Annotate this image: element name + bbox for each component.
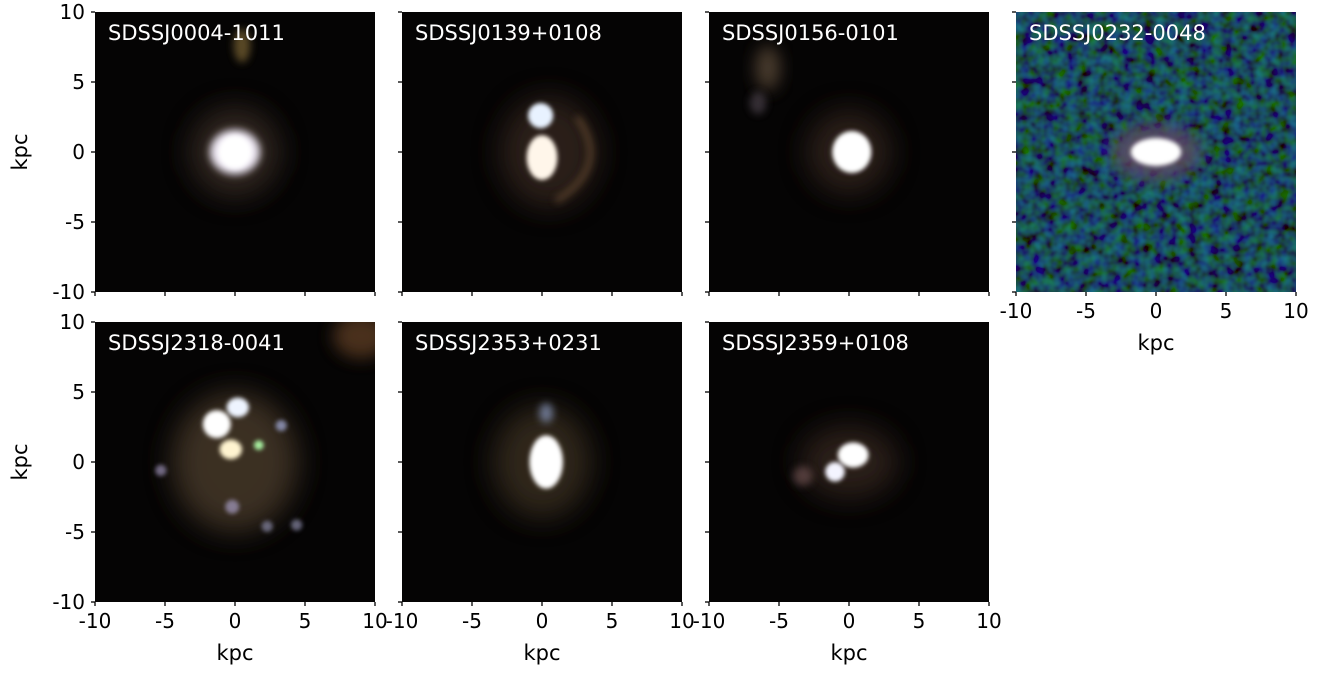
x-tick-label: 10 bbox=[669, 609, 694, 633]
x-tick-label: 5 bbox=[606, 609, 619, 633]
x-tick-label: 0 bbox=[1150, 299, 1163, 323]
panel-title: SDSSJ0139+0108 bbox=[415, 21, 602, 45]
y-tick-label: -5 bbox=[65, 210, 85, 234]
y-tick-label: -5 bbox=[65, 520, 85, 544]
x-tick-label: -10 bbox=[693, 609, 726, 633]
x-tick-label: 10 bbox=[976, 609, 1001, 633]
x-tick-label: -5 bbox=[462, 609, 482, 633]
panel-title: SDSSJ2359+0108 bbox=[722, 331, 909, 355]
x-axis-label: kpc bbox=[830, 641, 867, 665]
panel-title: SDSSJ2353+0231 bbox=[415, 331, 602, 355]
x-tick-label: -5 bbox=[1076, 299, 1096, 323]
y-axis-label: kpc bbox=[8, 443, 32, 480]
y-tick-label: 5 bbox=[72, 70, 85, 94]
galaxy-panel-p7: SDSSJ2359+0108 -10 -5 0 5 10 kpc bbox=[693, 321, 1002, 665]
x-tick-label: -10 bbox=[386, 609, 419, 633]
galaxy-panel-p5: SDSSJ2318-0041 -10 -5 0 5 10 kpc -10 -5 0 5 10 kpc bbox=[8, 310, 388, 665]
galaxy-image bbox=[190, 28, 280, 197]
y-tick-label: 10 bbox=[60, 0, 85, 24]
galaxy-panel-p2: SDSSJ0139+0108 bbox=[398, 11, 683, 296]
x-tick-label: -10 bbox=[1000, 299, 1033, 323]
panel-title: SDSSJ2318-0041 bbox=[108, 331, 285, 355]
galaxy-image bbox=[155, 322, 375, 533]
x-tick-label: 0 bbox=[229, 609, 242, 633]
galaxy-panel-p6: SDSSJ2353+0231 -10 -5 0 5 10 kpc bbox=[386, 321, 695, 665]
panel-title: SDSSJ0156-0101 bbox=[722, 21, 899, 45]
galaxy-panel-p1: SDSSJ0004-1011 -10 -5 0 5 10 kpc bbox=[8, 0, 376, 304]
x-tick-label: 0 bbox=[843, 609, 856, 633]
y-axis-label: kpc bbox=[8, 133, 32, 170]
x-tick-label: 10 bbox=[362, 609, 387, 633]
x-tick-label: 0 bbox=[536, 609, 549, 633]
x-tick-label: -5 bbox=[769, 609, 789, 633]
galaxy-panel-p4: SDSSJ0232-0048 -10 -5 0 5 10 kpc bbox=[1000, 11, 1309, 355]
x-axis-label: kpc bbox=[216, 641, 253, 665]
galaxy-image bbox=[1016, 12, 1296, 292]
y-tick-label: 0 bbox=[72, 450, 85, 474]
x-axis-label: kpc bbox=[523, 641, 560, 665]
x-axis-label: kpc bbox=[1137, 331, 1174, 355]
panel-title: SDSSJ0004-1011 bbox=[108, 21, 285, 45]
y-tick-label: -10 bbox=[52, 590, 85, 614]
x-tick-label: 5 bbox=[1220, 299, 1233, 323]
x-tick-label: -10 bbox=[79, 609, 112, 633]
x-tick-label: -5 bbox=[155, 609, 175, 633]
x-tick-label: 10 bbox=[1283, 299, 1308, 323]
y-tick-label: 10 bbox=[60, 310, 85, 334]
galaxy-image bbox=[500, 96, 598, 208]
y-tick-label: 5 bbox=[72, 380, 85, 404]
galaxy-panel-p3: SDSSJ0156-0101 bbox=[705, 11, 990, 296]
galaxy-image bbox=[749, 45, 891, 194]
y-tick-label: -10 bbox=[52, 280, 85, 304]
galaxy-image bbox=[493, 403, 591, 518]
x-tick-label: 5 bbox=[299, 609, 312, 633]
y-tick-label: 0 bbox=[72, 140, 85, 164]
panel-title: SDSSJ0232-0048 bbox=[1029, 21, 1206, 45]
galaxy-image bbox=[793, 425, 898, 499]
x-tick-label: 5 bbox=[913, 609, 926, 633]
